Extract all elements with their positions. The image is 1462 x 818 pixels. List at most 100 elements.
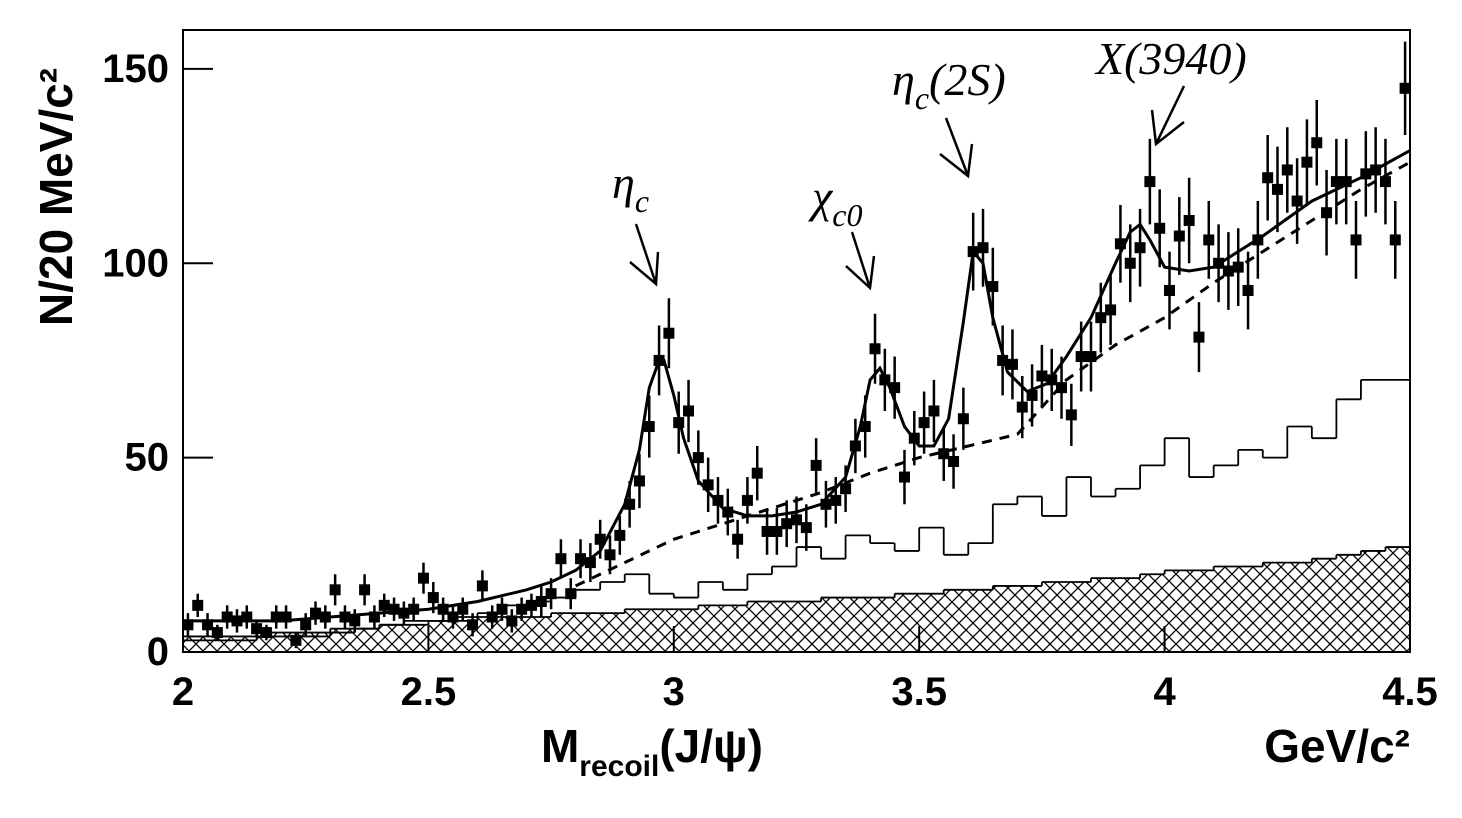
hatched-bin	[207, 636, 233, 652]
data-point	[712, 494, 724, 506]
data-point	[202, 619, 214, 631]
hatched-bin	[673, 609, 699, 652]
data-point	[329, 584, 341, 596]
x-tick-label: 3	[663, 670, 685, 714]
hatched-bin	[1041, 582, 1067, 652]
data-point	[908, 432, 920, 444]
data-point	[1085, 351, 1097, 363]
hatched-bin	[771, 601, 797, 652]
hatched-bin	[1090, 578, 1116, 652]
data-point	[427, 592, 439, 604]
data-point	[1114, 238, 1126, 250]
data-point	[545, 588, 557, 600]
data-point	[1379, 176, 1391, 188]
hatched-bin	[403, 624, 429, 652]
data-point	[1232, 261, 1244, 273]
hatched-bin	[1311, 558, 1337, 652]
hatched-bin	[526, 617, 552, 652]
data-point	[1242, 284, 1254, 296]
data-point	[800, 522, 812, 534]
data-point	[1095, 312, 1107, 324]
data-point	[437, 603, 449, 615]
hatched-bin	[477, 617, 503, 652]
annotations: ηc χc0 ηc(2S) X(3940)	[612, 33, 1247, 233]
data-point	[310, 607, 322, 619]
y-tick-label: 0	[147, 630, 169, 674]
data-point	[1026, 389, 1038, 401]
data-point	[1105, 304, 1117, 316]
data-point	[1321, 207, 1333, 219]
data-point	[221, 611, 233, 623]
data-point	[1124, 257, 1136, 269]
hatched-bin	[722, 605, 748, 652]
data-point	[1389, 234, 1401, 246]
data-point	[997, 354, 1009, 366]
annotation-sub: c0	[832, 197, 862, 233]
annotation: χc0	[808, 171, 862, 233]
arrow	[629, 223, 660, 287]
data-point	[977, 242, 989, 254]
data-point	[859, 421, 871, 433]
arrow	[939, 117, 974, 179]
data-point	[300, 619, 312, 631]
data-point	[368, 611, 380, 623]
data-point	[1075, 351, 1087, 363]
hatched-bin	[1017, 585, 1042, 652]
data-point	[1350, 234, 1362, 246]
data-point	[1399, 82, 1410, 94]
data-point	[457, 603, 469, 615]
hatched-bin	[1262, 562, 1288, 652]
data-point	[1281, 164, 1293, 176]
data-point	[673, 417, 685, 429]
hatched-bin	[821, 597, 846, 652]
hatched-bin	[428, 620, 453, 652]
data-point	[1164, 284, 1176, 296]
hatched-bin	[845, 597, 871, 652]
x-axis-unit: GeV/c²	[1264, 720, 1410, 772]
data-point	[516, 603, 528, 615]
data-point	[192, 599, 204, 611]
y-tick-label: 50	[125, 436, 170, 480]
data-point	[476, 580, 488, 592]
data-point	[408, 603, 420, 615]
data-point	[987, 281, 999, 293]
data-point	[555, 553, 567, 565]
data-point	[1056, 382, 1068, 394]
hatched-bin	[1189, 570, 1214, 652]
arrow	[1150, 85, 1186, 147]
annotation-text: χ	[808, 171, 834, 222]
y-tick-label: 150	[102, 47, 169, 91]
data-point	[1340, 176, 1352, 188]
hatched-bin	[1385, 547, 1410, 652]
data-point	[1173, 230, 1185, 242]
data-point	[604, 549, 616, 561]
data-point	[1262, 172, 1274, 184]
hatched-bin	[649, 609, 674, 652]
data-point	[1065, 409, 1077, 421]
data-point	[183, 619, 194, 631]
data-point	[771, 525, 783, 537]
data-point	[496, 603, 508, 615]
data-point	[781, 518, 793, 530]
axes: 0 50 100 150 2 2.5 3 3.5 4 4.5	[102, 47, 1438, 714]
data-point	[1301, 156, 1313, 168]
data-point	[260, 627, 272, 639]
hatched-bin	[183, 636, 208, 652]
data-point	[683, 405, 695, 417]
data-point	[820, 498, 832, 510]
data-point	[761, 525, 773, 537]
data-point	[270, 611, 282, 623]
data-point	[1006, 358, 1018, 370]
hatched-bin	[796, 601, 822, 652]
x-label-rest: (J/ψ)	[659, 720, 763, 772]
y-axis-label: N/20 MeV/c²	[30, 68, 82, 326]
data-point	[280, 611, 292, 623]
data-point	[1370, 164, 1382, 176]
hatched-bin	[1238, 566, 1263, 652]
data-point	[1311, 137, 1323, 149]
data-point	[1360, 168, 1372, 180]
data-point	[898, 471, 910, 483]
data-point	[378, 599, 390, 611]
data-point	[840, 483, 852, 495]
